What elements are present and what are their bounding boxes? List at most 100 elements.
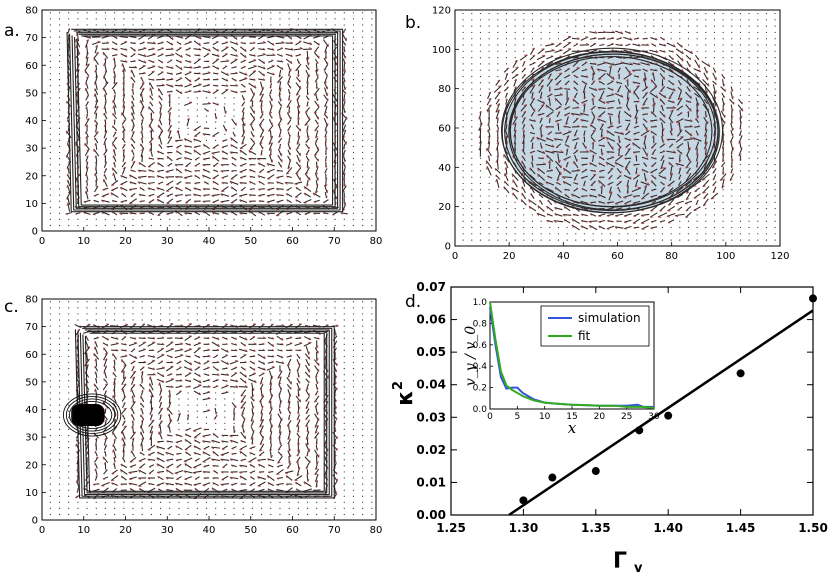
vector-arrowhead xyxy=(641,169,644,172)
vector-arrowhead xyxy=(131,420,134,423)
vector-arrow xyxy=(721,92,725,99)
vector-arrow xyxy=(614,131,624,135)
vector-arrow xyxy=(85,186,89,192)
grid-dot xyxy=(49,459,51,461)
grid-dot xyxy=(757,226,759,229)
vector-arrow xyxy=(230,137,238,144)
grid-dot xyxy=(479,31,482,34)
grid-dot xyxy=(49,224,51,227)
vector-arrow xyxy=(122,155,126,162)
vector-arrowhead xyxy=(661,83,665,87)
vector-arrow xyxy=(93,105,99,115)
vector-arrow xyxy=(503,180,509,187)
vector-arrow xyxy=(193,125,202,131)
vector-arrow xyxy=(729,136,734,143)
vector-arrowhead xyxy=(581,177,584,180)
vector-arrowhead xyxy=(189,83,192,85)
vector-arrow xyxy=(597,73,606,80)
vector-arrowhead xyxy=(184,194,188,197)
grid-dot xyxy=(49,319,51,321)
grid-dot xyxy=(362,85,364,87)
vector-arrow xyxy=(229,41,239,46)
grid-dot xyxy=(77,313,79,315)
vector-arrowhead xyxy=(574,134,577,137)
vector-arrow xyxy=(212,174,219,180)
grid-dot xyxy=(566,19,568,21)
vector-arrow xyxy=(67,45,70,53)
vector-arrowhead xyxy=(92,213,96,216)
vector-arrowhead xyxy=(651,147,654,149)
vector-arrowhead xyxy=(730,140,733,143)
vector-arrow xyxy=(605,136,616,142)
grid-dot xyxy=(687,19,690,21)
vector-arrowhead xyxy=(229,181,233,185)
vector-arrowhead xyxy=(66,184,68,188)
vector-arrow xyxy=(503,67,510,73)
vector-arrow xyxy=(703,72,709,81)
grid-dot xyxy=(462,44,464,46)
vector-arrow xyxy=(220,60,230,63)
vector-arrowhead xyxy=(270,153,273,156)
vector-arrowhead xyxy=(94,69,97,73)
vector-arrowhead xyxy=(226,36,228,39)
grid-dot xyxy=(114,218,116,220)
grid-dot xyxy=(49,164,51,166)
vector-arrowhead xyxy=(632,151,636,154)
vector-arrowhead xyxy=(537,205,540,209)
grid-dot xyxy=(270,218,272,220)
vector-arrow xyxy=(633,163,640,166)
grid-dot xyxy=(371,30,373,32)
vector-arrowhead xyxy=(104,137,107,140)
vector-arrow xyxy=(157,157,164,160)
grid-dot xyxy=(549,226,551,229)
vector-arrowhead xyxy=(241,104,244,107)
vector-arrow xyxy=(157,162,164,168)
vector-arrow xyxy=(521,192,527,200)
grid-dot xyxy=(306,218,309,220)
vector-arrowhead xyxy=(564,188,567,191)
vector-arrowhead xyxy=(104,437,107,440)
vector-arrow xyxy=(287,88,291,95)
grid-dot xyxy=(178,115,180,117)
vector-arrowhead xyxy=(487,155,490,158)
vector-arrow xyxy=(703,99,708,105)
grid-dot xyxy=(49,513,51,516)
vector-arrow xyxy=(131,118,135,126)
vector-arrow xyxy=(129,181,137,185)
vector-arrowhead xyxy=(615,203,619,205)
vector-arrow xyxy=(113,94,116,101)
vector-arrow xyxy=(614,226,624,229)
vector-arrow xyxy=(122,125,126,132)
vector-arrowhead xyxy=(670,172,673,176)
grid-dot xyxy=(233,109,235,111)
vector-arrowhead xyxy=(103,63,105,67)
vector-arrow xyxy=(598,213,606,217)
grid-dot xyxy=(471,189,473,191)
grid-dot xyxy=(49,483,51,485)
vector-arrow xyxy=(184,71,192,76)
vector-arrowhead xyxy=(536,137,539,141)
vector-arrowhead xyxy=(641,107,644,110)
vector-arrow xyxy=(623,73,633,80)
vector-arrow xyxy=(555,42,562,48)
vector-arrow xyxy=(84,70,90,77)
vector-arrow xyxy=(230,186,238,192)
grid-dot xyxy=(505,50,508,52)
grid-dot xyxy=(104,319,107,321)
grid-dot xyxy=(169,12,171,14)
grid-dot xyxy=(488,176,490,178)
vector-arrow xyxy=(85,155,89,162)
grid-dot xyxy=(774,113,776,115)
vector-arrow xyxy=(314,112,319,120)
vector-arrowhead xyxy=(175,187,178,190)
vector-arrowhead xyxy=(342,208,346,212)
vector-arrowhead xyxy=(646,50,649,53)
grid-dot xyxy=(774,151,776,153)
vector-arrow xyxy=(573,187,579,192)
grid-dot xyxy=(765,132,768,134)
grid-dot xyxy=(86,12,88,14)
grid-dot xyxy=(774,56,776,59)
grid-dot xyxy=(722,19,724,21)
vector-arrowhead xyxy=(589,149,592,153)
grid-dot xyxy=(49,489,51,491)
